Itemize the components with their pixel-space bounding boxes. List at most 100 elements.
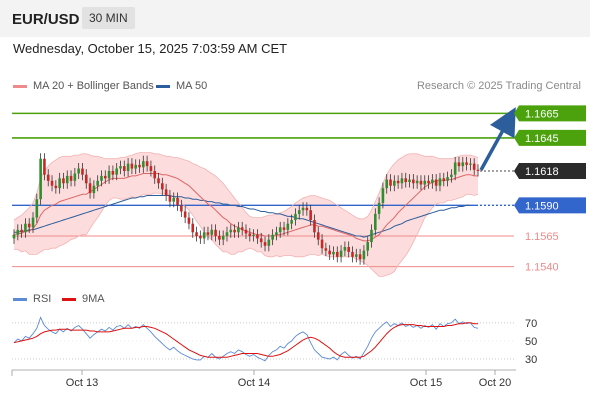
candle <box>362 245 366 265</box>
candle-body <box>396 180 400 184</box>
candle-body <box>389 179 392 186</box>
candle <box>343 241 347 257</box>
candle <box>191 218 195 238</box>
candle <box>103 170 107 184</box>
candle-body <box>81 168 84 175</box>
chart-datetime: Wednesday, October 15, 2025 7:03:59 AM C… <box>13 41 288 56</box>
candle-body <box>43 158 46 175</box>
candlesticks <box>12 153 480 265</box>
candle-body <box>358 254 362 260</box>
candle <box>35 193 39 224</box>
candle <box>347 241 350 258</box>
candle-body <box>183 211 187 218</box>
candle-body <box>119 166 122 169</box>
candle <box>229 224 233 238</box>
candle <box>180 199 183 217</box>
candle <box>313 214 316 238</box>
candle-body <box>343 247 347 251</box>
candle <box>301 202 305 216</box>
candle <box>126 158 130 177</box>
candle-body <box>328 250 331 255</box>
candle <box>248 228 252 242</box>
candle <box>134 159 138 175</box>
candle <box>149 160 153 177</box>
candle-body <box>24 223 27 233</box>
candle-body <box>275 232 278 235</box>
candle <box>153 165 157 184</box>
candle <box>332 246 335 260</box>
candle <box>142 155 145 173</box>
candle-body <box>297 210 301 214</box>
research-credit: Research © 2025 Trading Central <box>416 80 581 92</box>
x-tick-label: Oct 13 <box>66 377 98 389</box>
legend-ma50-label: MA 50 <box>176 80 208 92</box>
candle-body <box>62 178 65 184</box>
candle <box>65 170 69 189</box>
level-label-box <box>514 105 586 122</box>
bollinger-swatch <box>13 84 27 88</box>
candle-body <box>370 229 373 243</box>
candle-body <box>301 207 305 211</box>
candle-body <box>412 179 415 184</box>
candle-body <box>339 250 343 257</box>
candle <box>419 175 423 190</box>
timeframe-button[interactable]: 30 MIN <box>82 7 135 29</box>
candle <box>115 163 118 181</box>
candle <box>408 174 411 188</box>
candle <box>164 183 168 202</box>
rsi-tick-label: 50 <box>525 336 537 348</box>
candle <box>278 221 282 238</box>
candle-body <box>149 166 153 171</box>
candle <box>122 160 126 177</box>
candle-body <box>172 197 176 202</box>
candle-body <box>164 189 168 196</box>
candle <box>324 242 328 257</box>
candle <box>400 172 404 189</box>
candle-body <box>103 175 107 179</box>
candle-body <box>450 174 453 178</box>
candle-body <box>210 229 214 235</box>
candle <box>157 172 160 189</box>
candle-body <box>161 183 164 190</box>
candle-body <box>92 185 96 194</box>
candle <box>434 174 438 192</box>
candle <box>111 165 115 181</box>
candle-body <box>240 227 244 230</box>
candle <box>271 229 274 246</box>
candle <box>472 158 476 176</box>
candle-body <box>145 161 149 167</box>
candle <box>176 192 179 211</box>
candle-body <box>472 163 476 170</box>
candle-body <box>122 166 126 171</box>
candle-body <box>381 188 385 203</box>
candle-body <box>202 232 206 239</box>
candle <box>476 164 480 177</box>
candle-body <box>290 220 293 224</box>
candle <box>412 174 415 189</box>
candle <box>275 226 278 241</box>
candle <box>351 246 354 263</box>
candle-body <box>96 180 99 186</box>
candle-body <box>267 239 271 246</box>
candle-body <box>434 179 438 186</box>
candle-body <box>354 254 358 257</box>
candle-body <box>134 164 138 169</box>
candle-body <box>259 238 263 243</box>
forecast-arrow <box>479 107 516 171</box>
candle-body <box>77 168 80 174</box>
legend-ma9-label: 9MA <box>82 293 105 305</box>
ma50-swatch <box>156 84 170 88</box>
candle <box>12 229 16 244</box>
candle <box>370 224 373 248</box>
candle <box>309 204 312 226</box>
candle <box>442 172 446 187</box>
candle-body <box>461 162 465 167</box>
candle <box>381 182 385 209</box>
candle <box>465 156 468 171</box>
candle-body <box>168 195 172 202</box>
rsi-tick-label: 30 <box>525 354 537 366</box>
candle <box>282 221 286 236</box>
candle <box>24 218 27 238</box>
candle <box>461 156 465 172</box>
candle <box>316 226 320 246</box>
